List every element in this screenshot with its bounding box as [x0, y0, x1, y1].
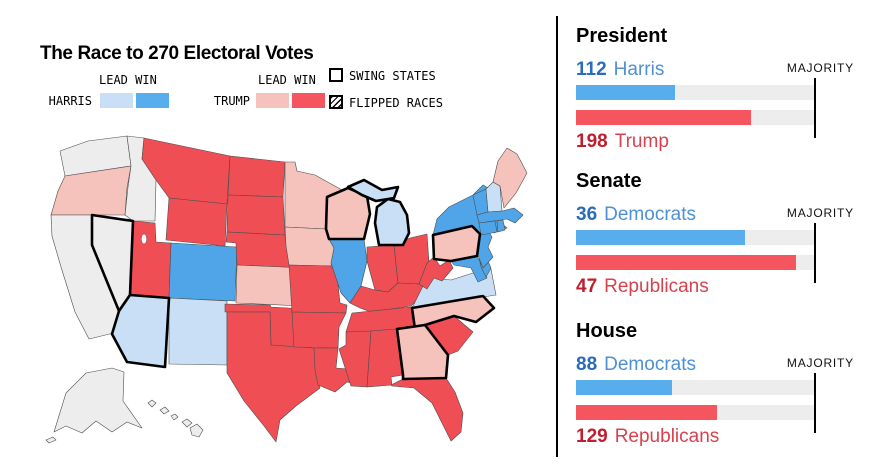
state-HI[interactable]	[147, 399, 204, 438]
dem-value: 36	[576, 204, 598, 225]
race-senate: Senate 36 Democrats 47 Republicans MAJORIT…	[576, 170, 856, 320]
rep-score: 198 Trump	[576, 131, 669, 153]
race-house: House 88 Democrats 129 Republicans MAJORIT…	[576, 320, 856, 470]
rep-bar-fill	[576, 255, 796, 270]
rep-name: Trump	[614, 131, 669, 152]
state-FL[interactable]	[390, 377, 464, 442]
state-AR[interactable]	[291, 311, 347, 349]
state-NM[interactable]	[168, 297, 228, 366]
majority-line	[814, 373, 816, 433]
dem-bar-fill	[576, 380, 672, 395]
page-title: The Race to 270 Electoral Votes	[40, 42, 314, 64]
race-president: President 112 Harris 198 Trump MAJORITY	[576, 25, 856, 175]
dem-value: 88	[576, 354, 598, 375]
swing-states-icon	[329, 68, 343, 82]
state-PA[interactable]	[431, 224, 482, 263]
majority-label: MAJORITY	[786, 61, 854, 75]
state-WV[interactable]	[418, 256, 454, 290]
state-ME[interactable]	[492, 147, 528, 209]
trump-legend-label: TRUMP	[213, 94, 250, 108]
majority-label: MAJORITY	[786, 356, 854, 370]
flipped-races-icon	[329, 95, 343, 109]
state-RI[interactable]	[496, 219, 506, 233]
dem-name: Democrats	[604, 204, 696, 225]
rep-bar	[576, 405, 815, 420]
rep-value: 47	[576, 276, 598, 297]
state-MD[interactable]	[450, 256, 488, 283]
state-IN[interactable]	[366, 244, 399, 293]
dem-score: 112 Harris	[576, 59, 664, 81]
harris-lead-win-label: LEAD WIN	[99, 73, 157, 87]
state-AZ[interactable]	[110, 293, 171, 369]
state-ND[interactable]	[227, 155, 286, 198]
state-CO[interactable]	[168, 242, 238, 302]
state-OR[interactable]	[50, 165, 132, 216]
dem-bar-fill	[576, 85, 675, 100]
harris-win-swatch	[136, 93, 169, 108]
dem-score: 88 Democrats	[576, 354, 696, 376]
dem-name: Democrats	[604, 354, 696, 375]
rep-name: Republicans	[604, 276, 709, 297]
dem-name: Harris	[613, 59, 665, 80]
state-AK[interactable]	[45, 367, 143, 444]
trump-win-swatch	[292, 93, 325, 108]
harris-lead-swatch	[100, 93, 133, 108]
trump-lead-win-label: LEAD WIN	[258, 73, 316, 87]
electoral-college-map	[45, 135, 528, 444]
swing-states-label: SWING STATES	[349, 69, 436, 83]
majority-line	[814, 223, 816, 283]
trump-lead-swatch	[256, 93, 289, 108]
race-heading: President	[576, 25, 668, 47]
flipped-races-label: FLIPPED RACES	[349, 96, 443, 110]
state-SD[interactable]	[226, 194, 286, 236]
rep-name: Republicans	[614, 426, 720, 447]
race-heading: House	[576, 320, 638, 342]
dem-score: 36 Democrats	[576, 204, 696, 226]
rep-bar-fill	[576, 405, 717, 420]
dem-bar	[576, 230, 815, 245]
state-NH[interactable]	[485, 181, 503, 213]
great-salt-lake	[141, 233, 147, 245]
majority-line	[814, 78, 816, 138]
state-GA[interactable]	[395, 323, 450, 381]
state-MI[interactable]	[346, 178, 411, 247]
dem-bar	[576, 380, 815, 395]
race-heading: Senate	[576, 170, 642, 192]
state-UT[interactable]	[129, 220, 172, 299]
state-TX[interactable]	[226, 311, 321, 443]
panel-divider	[556, 16, 558, 457]
rep-value: 198	[576, 131, 608, 152]
dem-bar	[576, 85, 815, 100]
rep-score: 129 Republicans	[576, 426, 719, 448]
rep-bar-fill	[576, 110, 751, 125]
majority-label: MAJORITY	[786, 206, 854, 220]
dem-bar-fill	[576, 230, 745, 245]
rep-bar	[576, 110, 815, 125]
rep-value: 129	[576, 426, 608, 447]
rep-score: 47 Republicans	[576, 276, 709, 298]
dem-value: 112	[576, 59, 607, 80]
rep-bar	[576, 255, 815, 270]
state-WY[interactable]	[165, 197, 228, 247]
state-CT[interactable]	[478, 220, 498, 236]
harris-legend-label: HARRIS	[48, 94, 92, 108]
